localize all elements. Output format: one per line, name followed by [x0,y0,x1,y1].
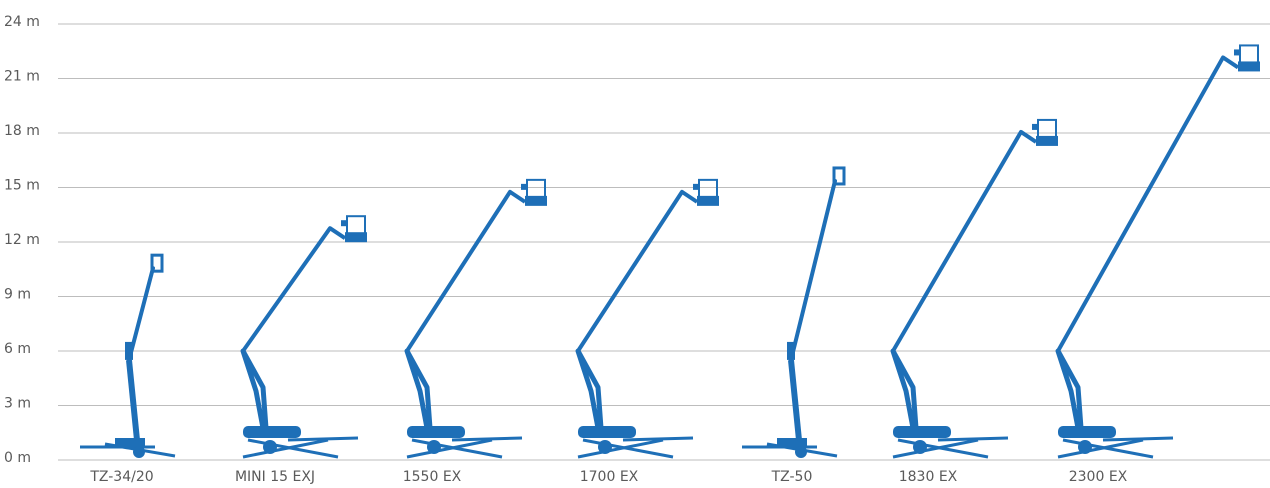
lift [1055,44,1260,459]
boom-lower [1055,348,1084,429]
wheel [427,440,441,454]
boom-upper [241,226,332,353]
boom-lower [126,359,140,441]
wheel [133,446,145,458]
platform [525,195,547,206]
boom-lower [575,348,604,429]
chassis [243,426,301,438]
wheel [598,440,612,454]
y-tick-label: 3 m [4,396,31,412]
y-tick-label: 15 m [4,178,40,194]
x-tick-label: MINI 15 EXJ [235,469,315,485]
y-tick-label: 0 m [4,450,31,466]
jib [1019,130,1038,144]
lift [742,166,846,458]
boom-upper [127,266,155,363]
jib [1221,55,1240,70]
platform-rail [1239,44,1259,65]
lift [575,178,719,459]
platform [1036,135,1058,146]
platform [832,166,846,186]
jib [508,190,527,204]
platform [697,195,719,206]
platform-rail [698,178,718,199]
boom-upper [891,129,1023,353]
drawbar [937,436,1009,442]
drawbar [1102,436,1174,442]
lift [240,215,367,459]
y-tick-label: 18 m [4,123,40,139]
control-box [1032,123,1038,130]
chassis [1058,426,1116,438]
chassis [115,438,145,448]
y-tick-label: 21 m [4,69,40,85]
y-tick-label: 9 m [4,287,31,303]
wheel [263,440,277,454]
control-box [521,183,527,190]
boom-lower [404,348,433,429]
x-tick-label: 1550 EX [403,469,462,485]
lift [80,253,176,458]
boom-lower [240,348,269,429]
y-tick-label: 24 m [4,14,40,30]
platform-rail [526,178,546,199]
control-box [1234,49,1240,56]
chassis [578,426,636,438]
chassis [777,438,807,448]
boom-block [125,341,133,360]
control-box [693,183,699,190]
jib [680,190,699,204]
boom-lower [890,348,919,429]
outrigger [247,438,339,459]
x-tick-label: 1830 EX [899,469,958,485]
boom-lower [788,359,802,441]
outrigger [1062,438,1154,459]
boom-block [787,341,795,360]
drawbar [451,436,523,442]
boom-upper [405,189,512,353]
drawbar [287,436,359,442]
platform [150,253,164,273]
lift [890,118,1058,459]
drawbar [622,436,694,442]
chassis [893,426,951,438]
outrigger [411,438,503,459]
wheel [795,446,807,458]
platform-rail [346,215,366,236]
x-tick-label: 2300 EX [1069,469,1128,485]
y-tick-label: 12 m [4,232,40,248]
lift [404,178,547,459]
wheel [913,440,927,454]
control-box [341,220,347,227]
platform-rail [1037,118,1057,139]
outrigger [582,438,674,459]
platform [1238,61,1260,72]
wheel [1078,440,1092,454]
boom-upper [1056,55,1225,353]
x-tick-label: 1700 EX [580,469,639,485]
boom-upper [789,178,837,363]
outrigger [897,438,989,459]
x-tick-label: TZ-50 [771,469,813,485]
platform [345,232,367,243]
chassis [407,426,465,438]
x-tick-label: TZ-34/20 [89,469,153,485]
jib [328,226,347,240]
y-tick-label: 6 m [4,341,31,357]
boom-upper [576,189,684,353]
